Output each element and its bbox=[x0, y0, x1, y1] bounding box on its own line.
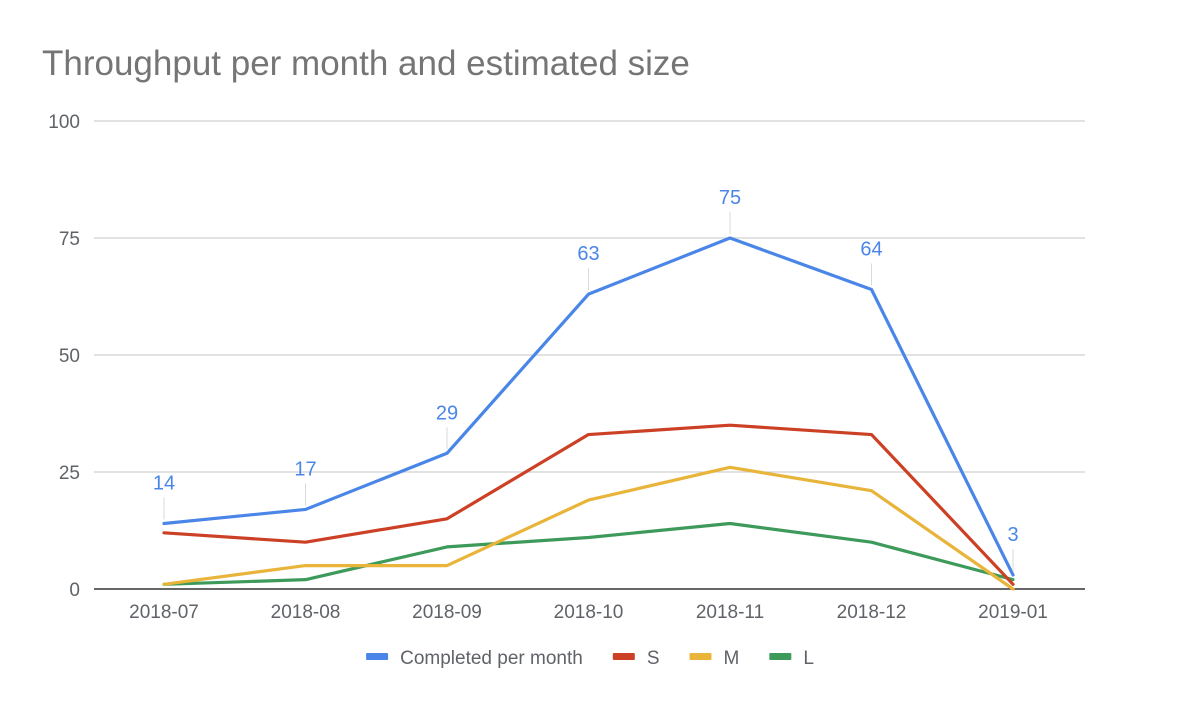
series-line-completed-per-month bbox=[162, 236, 1015, 577]
y-tick-label: 25 bbox=[59, 463, 80, 484]
legend-swatch bbox=[366, 653, 389, 660]
data-label: 3 bbox=[1007, 524, 1018, 546]
grid-lines bbox=[94, 120, 1085, 473]
legend-swatch bbox=[689, 653, 712, 660]
chart-title: Throughput per month and estimated size bbox=[42, 44, 690, 83]
axes: 0 25 50 75 100 2018-07 2018-08 2018-09 2018-10 20… bbox=[48, 112, 1085, 623]
series-lines bbox=[162, 236, 1015, 591]
series-line-l bbox=[162, 521, 1015, 586]
legend-label: L bbox=[803, 648, 814, 669]
legend-swatch bbox=[612, 653, 635, 660]
data-label: 14 bbox=[153, 472, 175, 494]
data-label: 64 bbox=[860, 238, 882, 260]
y-tick-label: 50 bbox=[59, 346, 80, 367]
x-tick-label: 2018-07 bbox=[129, 602, 199, 623]
x-tick-label: 2018-08 bbox=[271, 602, 341, 623]
legend: Completed per month S M L bbox=[366, 648, 814, 669]
x-tick-label: 2018-09 bbox=[412, 602, 482, 623]
y-tick-label: 0 bbox=[69, 580, 80, 601]
x-tick-label: 2018-11 bbox=[696, 602, 764, 623]
y-tick-label: 75 bbox=[59, 229, 80, 250]
data-label: 29 bbox=[436, 402, 458, 424]
x-tick-label: 2018-12 bbox=[837, 602, 907, 623]
data-label: 63 bbox=[577, 243, 599, 265]
legend-swatch bbox=[769, 653, 792, 660]
series-line-s bbox=[162, 423, 1015, 586]
data-label: 17 bbox=[294, 458, 316, 480]
x-tick-label: 2018-10 bbox=[554, 602, 624, 623]
legend-label: Completed per month bbox=[400, 648, 583, 669]
data-label: 75 bbox=[719, 187, 741, 209]
legend-label: S bbox=[647, 648, 660, 669]
y-tick-label: 100 bbox=[48, 112, 80, 133]
data-labels: 14 17 29 63 75 64 3 bbox=[153, 187, 1019, 571]
legend-label: M bbox=[724, 648, 740, 669]
series-line-m bbox=[162, 465, 1015, 591]
x-tick-label: 2019-01 bbox=[978, 602, 1048, 623]
